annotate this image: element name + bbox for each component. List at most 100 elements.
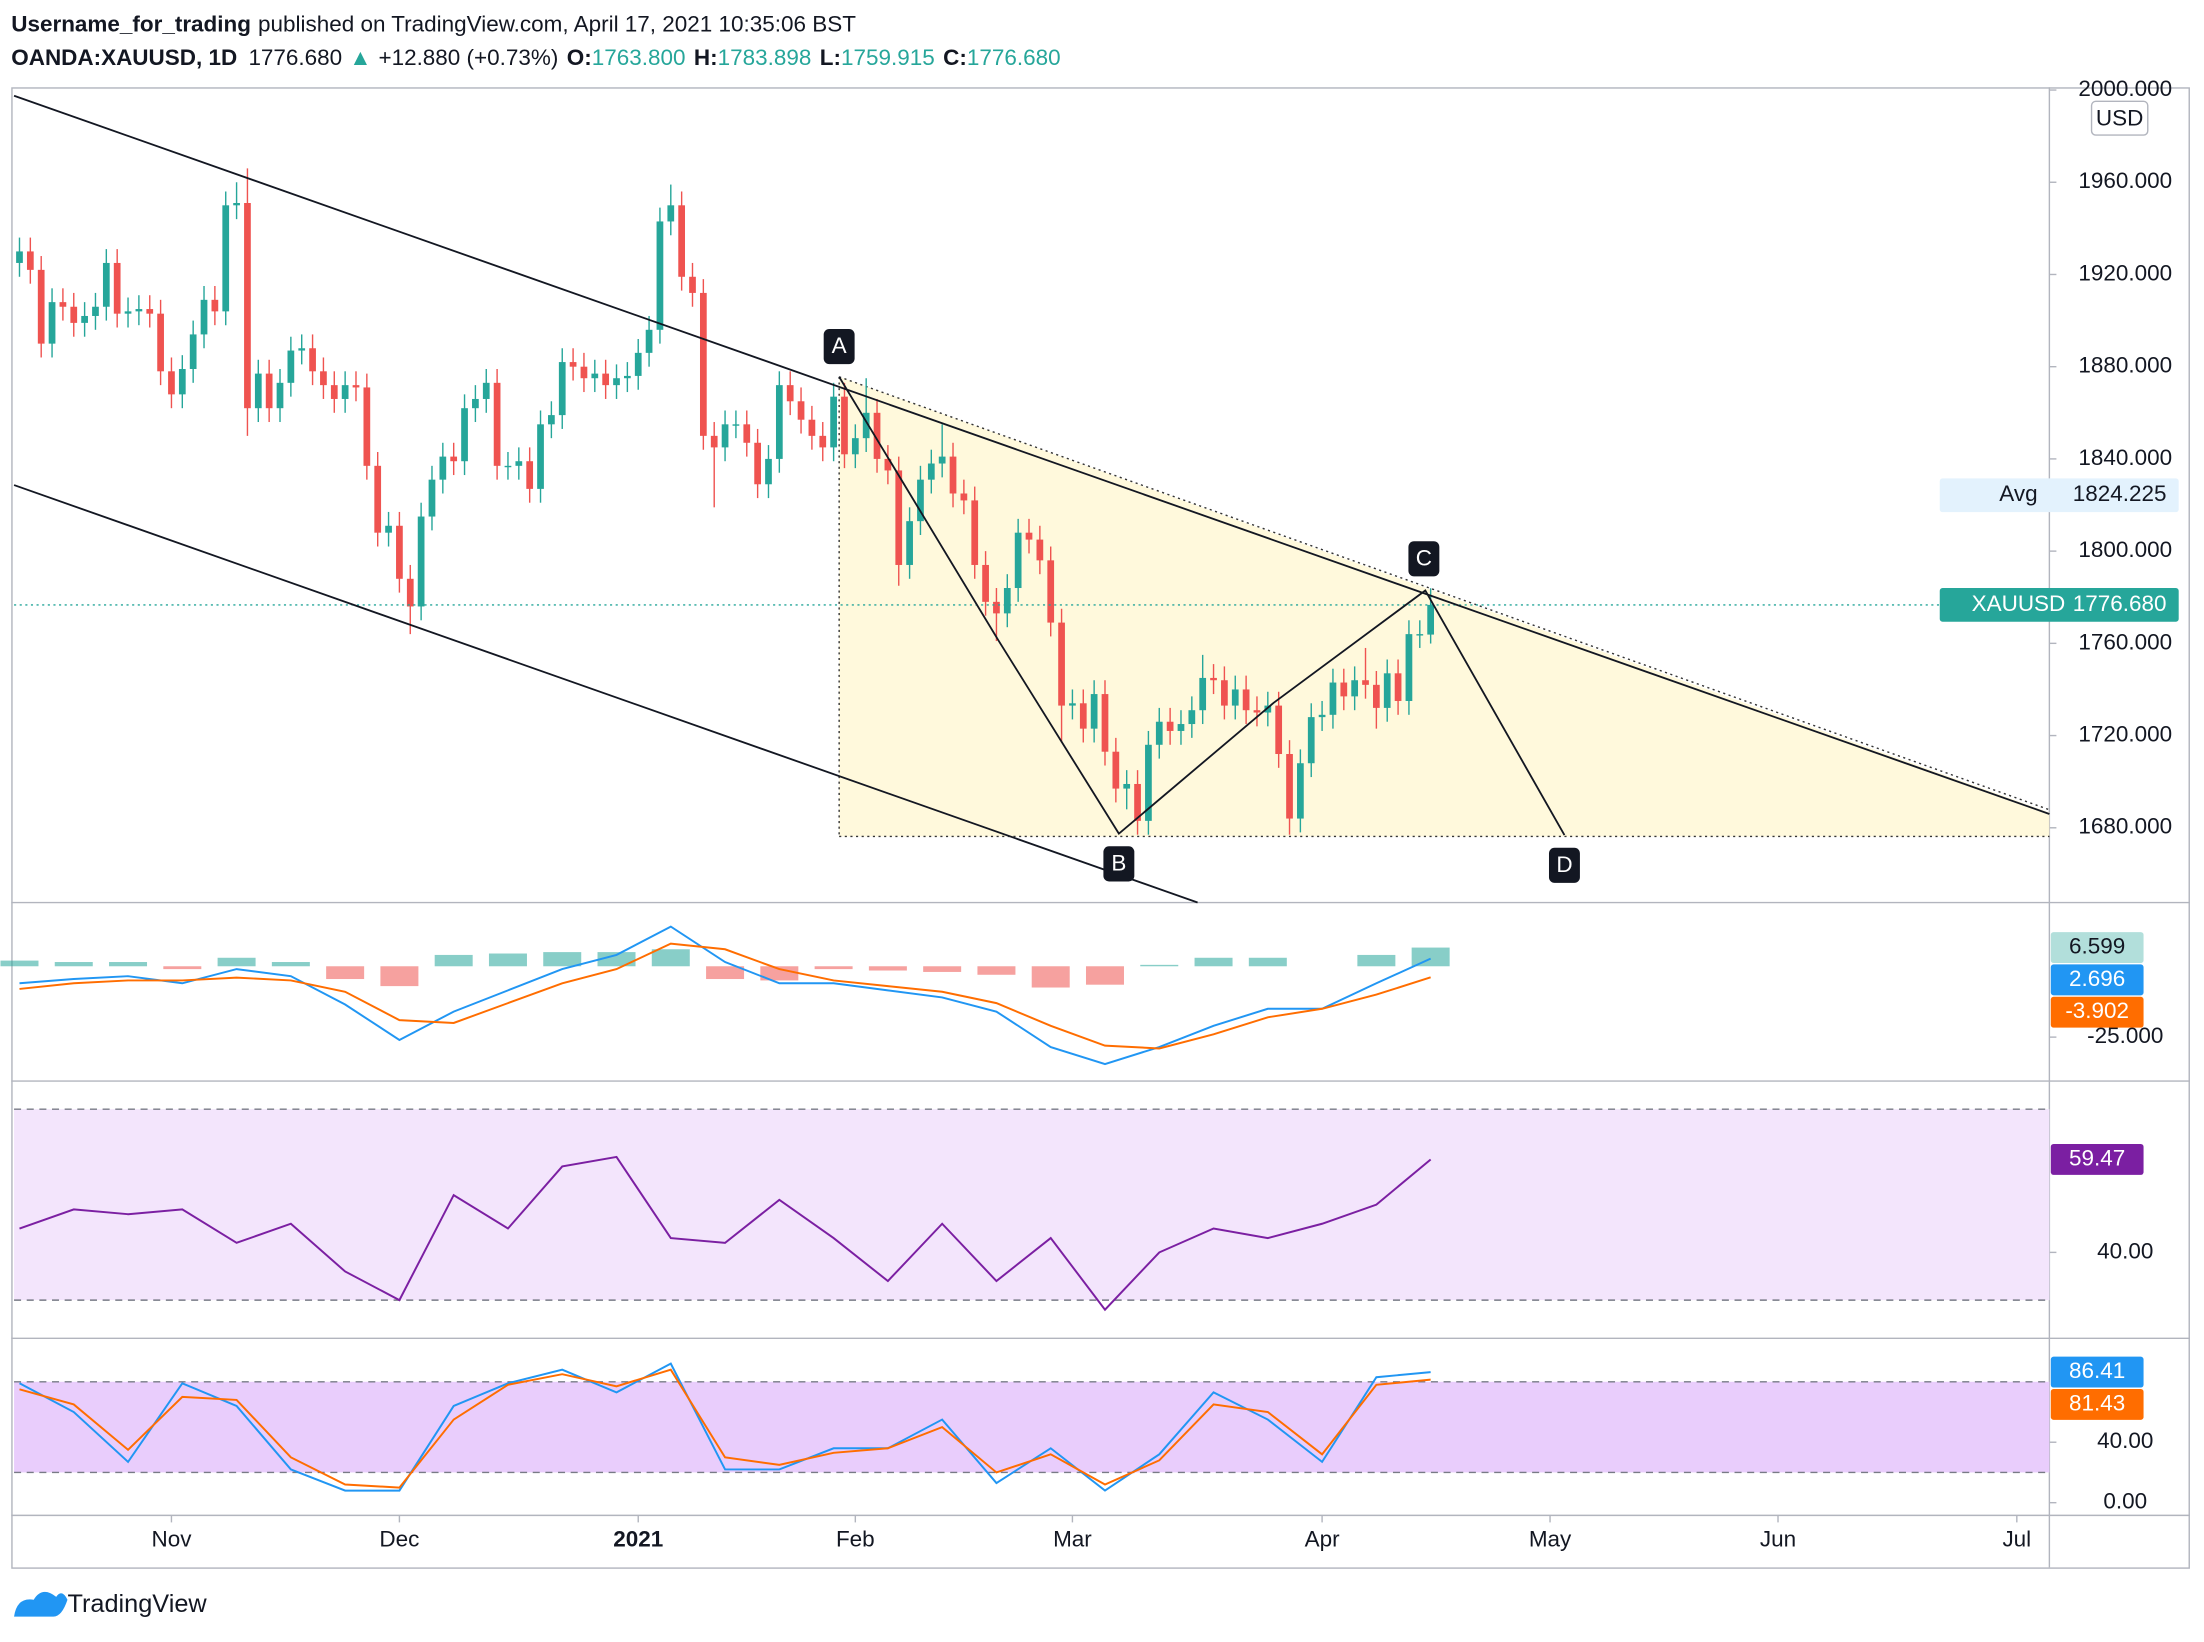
- point-label: B: [1111, 851, 1126, 876]
- indicator-line: [19, 1155, 1432, 1312]
- candle-body: [1047, 560, 1055, 623]
- frame: [11, 87, 2190, 1569]
- candle-body: [1416, 634, 1424, 636]
- histogram-bar: [1031, 966, 1070, 988]
- candle-body: [906, 521, 913, 565]
- candle-body: [1166, 721, 1174, 731]
- candle-body: [743, 424, 751, 443]
- point-label-box: [1408, 541, 1440, 577]
- candle-body: [1101, 694, 1109, 752]
- publish-line: Username_for_trading published on Trading…: [11, 11, 856, 36]
- channel-lower: [13, 484, 1198, 904]
- candle-body: [808, 419, 816, 436]
- h-value: 1783.898: [718, 45, 812, 70]
- candle-body: [1210, 677, 1217, 681]
- candle-body: [1123, 783, 1131, 789]
- x-tick-label: Apr: [1305, 1527, 1340, 1552]
- candle-body: [1394, 673, 1402, 701]
- candle-body: [667, 205, 675, 222]
- symbol-line: OANDA:XAUUSD, 1D 1776.680 ▲ +12.880 (+0.73%…: [11, 45, 1060, 70]
- point-label-box: [1548, 847, 1580, 883]
- candle-body: [775, 385, 783, 459]
- candle-body: [37, 269, 45, 344]
- last-value-label: 2.696: [2069, 966, 2125, 991]
- band-fill: [14, 1381, 2050, 1473]
- arrow: ▲: [349, 45, 371, 70]
- candle-body: [1427, 604, 1435, 635]
- candle-body: [765, 458, 772, 485]
- pattern-edge: [838, 376, 2050, 811]
- histogram-bar: [1194, 957, 1233, 967]
- last-price: 1776.680: [248, 45, 342, 70]
- candles: [0, 168, 2050, 1492]
- last-value-label-box: [2050, 1356, 2144, 1388]
- last-value-label: 6.599: [2069, 934, 2125, 959]
- candle-body: [1177, 724, 1185, 731]
- last-value-label-box: [2050, 1388, 2144, 1420]
- candle-body: [526, 461, 534, 489]
- o-value: 1763.800: [592, 45, 686, 70]
- price-label-value: 1824.225: [2073, 481, 2167, 506]
- candle-body: [938, 456, 946, 464]
- candle-body: [862, 412, 870, 439]
- histogram-bar: [1357, 954, 1396, 967]
- y-tick-label: 1760.000: [2078, 629, 2172, 654]
- user: Username_for_trading: [11, 11, 251, 36]
- histogram-bar: [977, 966, 1016, 975]
- candle-body: [352, 385, 360, 388]
- candle-body: [895, 470, 903, 565]
- candle-body: [710, 435, 718, 448]
- y-tick-label: 1840.000: [2078, 445, 2172, 470]
- candle-body: [1199, 677, 1207, 711]
- candle-body: [515, 461, 523, 466]
- y-tick-label: 40.00: [2097, 1428, 2153, 1453]
- candle-body: [678, 205, 686, 277]
- histogram-bar: [434, 954, 473, 967]
- candle-body: [1253, 710, 1261, 713]
- candle-body: [1155, 721, 1163, 745]
- y-tick-label: 40.00: [2097, 1238, 2153, 1263]
- candle-body: [1025, 532, 1033, 540]
- candle-body: [569, 362, 577, 367]
- logo-text: TradingView: [67, 1590, 207, 1618]
- histogram-bar: [0, 960, 39, 967]
- x-tick-label: 2021: [613, 1527, 663, 1552]
- candle-body: [330, 385, 338, 399]
- candle-body: [851, 438, 859, 455]
- indicator-line: [19, 1362, 1431, 1492]
- histogram-bar: [868, 966, 907, 971]
- candle-body: [244, 203, 251, 409]
- candle-body: [1188, 710, 1196, 725]
- last-value-label-box: [2050, 964, 2144, 996]
- candle-body: [287, 350, 295, 383]
- l-value: 1759.915: [841, 45, 935, 70]
- histogram-bar: [488, 953, 527, 967]
- candle-body: [135, 309, 143, 312]
- candle-body: [1340, 682, 1348, 697]
- candle-body: [406, 578, 414, 607]
- candle-body: [1036, 539, 1044, 561]
- candle-body: [591, 373, 599, 379]
- c-value: 1776.680: [967, 45, 1061, 70]
- candle-body: [59, 302, 67, 307]
- candle-body: [721, 424, 729, 448]
- labels: 1680.000 1720.000 1760.000 1800.000 1840.000…: [151, 76, 2179, 1552]
- pattern-fill: [839, 376, 2050, 837]
- price-label-name: Avg: [1999, 481, 2037, 506]
- y-tick-label: 1920.000: [2078, 260, 2172, 285]
- histogram-bar: [543, 952, 582, 967]
- histogram-bar: [380, 966, 419, 987]
- candle-body: [1351, 680, 1359, 697]
- candle-body: [417, 516, 425, 607]
- candle-body: [993, 601, 1000, 614]
- candle-body: [113, 262, 121, 314]
- candle-body: [298, 348, 306, 351]
- histogram-bar: [1411, 947, 1450, 967]
- candle-body: [927, 463, 935, 480]
- candle-body: [1112, 751, 1120, 789]
- candle-body: [70, 306, 78, 323]
- candle-body: [222, 205, 230, 312]
- indicator-line: [19, 925, 1432, 1066]
- candle-body: [841, 396, 848, 455]
- candle-body: [450, 456, 458, 462]
